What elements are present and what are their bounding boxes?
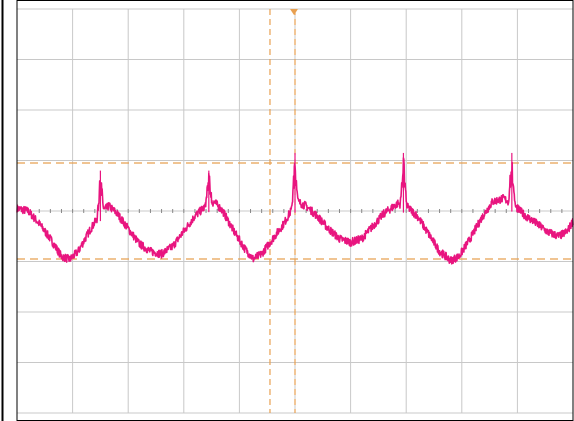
trace-layer bbox=[16, 152, 574, 265]
trigger-marker bbox=[290, 9, 298, 15]
